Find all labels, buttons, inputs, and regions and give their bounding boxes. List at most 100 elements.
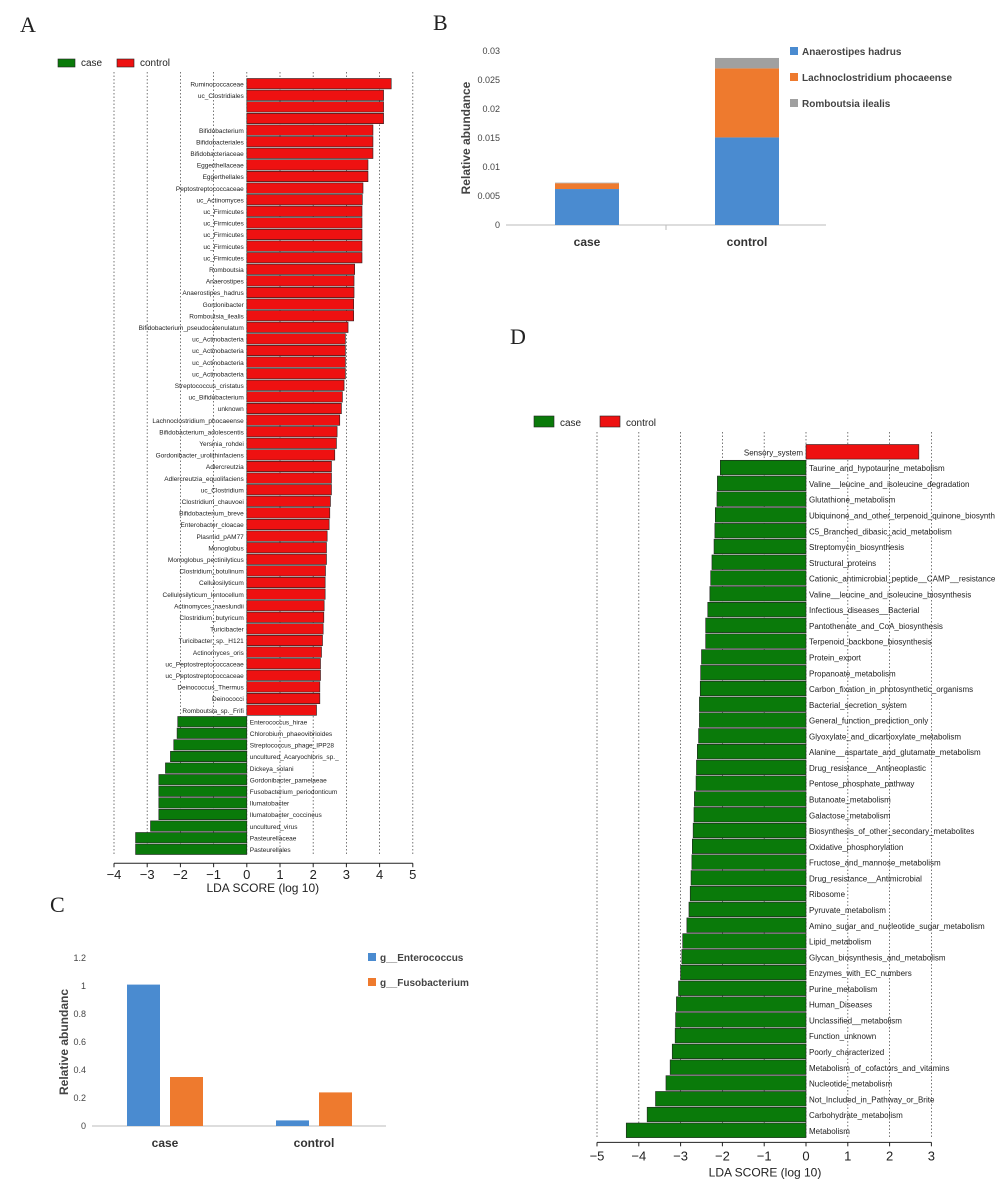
x-tick-label: −4 [107,867,122,882]
panel-b-stacked-bar-chart: 0 0.005 0.01 0.015 0.02 0.025 0.03 case control R… [459,46,952,249]
bar-label: Nucleotide_metabolism [809,1080,892,1089]
stacked-bar-segment [715,137,779,225]
bar-label: unknown [218,406,244,413]
bar-label: Bifidobacteriales [196,139,244,146]
stacked-bar-segment [555,189,619,225]
bar-label: uc_Peptostreptococcaceae [165,661,244,668]
lda-bar [246,368,346,380]
bar-label: Carbohydrate_metabolism [809,1111,903,1120]
lda-bar [246,414,341,426]
legend-label-control: control [140,58,170,69]
lda-bar [246,275,355,287]
bar-label: Streptococcus_phage_IPP28 [250,743,335,750]
lda-bar [246,229,363,241]
lda-bar [158,808,248,820]
lda-bar [691,854,807,870]
lda-bar [707,601,807,618]
y-tick-label: 0.4 [73,1065,86,1075]
lda-bar [173,739,248,751]
x-tick-label: 1 [276,867,283,882]
lda-bar [246,205,363,217]
lda-bar [135,843,248,855]
y-tick-label: 1.2 [73,953,86,963]
bar-label: Romboutsia [209,267,244,274]
lda-bar [705,633,807,649]
lda-bar [150,820,248,832]
bar-label: Purine_metabolism [809,985,878,994]
y-tick-label: 0.025 [477,75,500,85]
lda-bar [682,933,807,949]
bar-label: Streptococcus_cristatus [175,383,245,390]
lda-bar [705,617,807,633]
lda-bar [699,696,807,712]
stacked-bar-segment [715,57,779,69]
x-tick-label: 1 [844,1148,851,1163]
bar-label: uc_Bifidobacterium [189,395,244,402]
bar-label: Actinomyces_oris [193,650,245,657]
lda-bar [246,495,331,507]
legend-label: Romboutsia ilealis [802,99,891,110]
lda-bar [246,449,336,461]
bar-label: Deinococci [212,696,244,703]
y-axis-label: Relative abundance [459,81,473,194]
lda-bar [680,964,807,981]
lda-bar [246,101,384,113]
lda-bar [696,759,807,775]
lda-bar [246,588,326,600]
bar-label: Butanoate_metabolism [809,796,891,805]
panel-c-grouped-bar-chart: 0 0.2 0.4 0.6 0.8 1 1.2 case control Relative abu… [57,953,469,1150]
legend-swatch [368,978,376,986]
bar-label: Terpenoid_backbone_biosynthesis [809,638,932,647]
grouped-bar [127,984,160,1126]
bar-label: Adlercreutzia_equolifaciens [164,476,244,483]
legend-label-case: case [81,58,103,69]
lda-bar [700,665,807,681]
lda-bar [701,649,807,665]
x-tick-label: −2 [173,867,188,882]
panel-letter-c: C [50,892,65,917]
bar-label: Human_Diseases [809,1001,872,1010]
bar-label: Gordonibacter [203,302,245,309]
lda-bar [246,159,369,171]
legend-label: g__Fusobacterium [380,978,469,989]
x-tick-label: −4 [631,1148,646,1163]
lda-bar [246,298,355,310]
bar-label: Lachnoclostridium_phocaeense [152,418,244,425]
lda-bar [688,901,807,917]
bar-label: Pasteurellales [250,847,292,854]
x-tick-label: −2 [715,1148,730,1163]
panel-d-lda-chart: case control Sensory_system Taurine_and_hyp… [533,415,996,1179]
x-tick-label: 0 [802,1148,809,1163]
bar-label: uncultured_Acaryochloris_sp._ [250,754,339,761]
lda-bar [246,634,323,646]
lda-bar [246,89,384,101]
lda-bar [246,344,346,356]
lda-bar [714,523,807,539]
lda-bar [177,716,248,728]
bar-label: uc_Firmicutes [203,232,244,239]
bar-label: Metabolism [809,1127,850,1136]
bar-label: Bifidobacterium_breve [179,511,244,518]
lda-bar [665,1075,807,1091]
bar-label: Drug_resistance__Antineoplastic [809,764,926,773]
bar-label: uc_Firmicutes [203,255,244,262]
lda-bar [655,1091,807,1107]
bar-label: Valine__leucine_and_isoleucine_biosynthe… [809,590,971,599]
x-tick-label: 0 [243,867,250,882]
lda-bar [158,774,248,786]
bar-label: Turicibacter [210,627,245,634]
panel-a-lda-chart: case control Ruminococcaceae uc_Clostridial… [57,58,416,895]
lda-bar [246,565,326,577]
lda-bar [246,78,392,90]
bar-label: Glycan_biosynthesis_and_metabolism [809,953,946,962]
bar-label: Bifidobacteriaceae [190,151,244,158]
bar-label: Plasmid_pAM77 [196,534,244,541]
lda-bar [246,379,345,391]
legend-label: Lachnoclostridium phocaeense [802,73,952,84]
category-label: case [152,1136,179,1150]
lda-bar [681,949,807,965]
bar-label: Ubiquinone_and_other_terpenoid_quinone_b… [809,511,995,520]
stacked-bar-segment [715,68,779,138]
bar-label: Unclassified__metabolism [809,1016,902,1025]
x-tick-label: −1 [757,1148,772,1163]
